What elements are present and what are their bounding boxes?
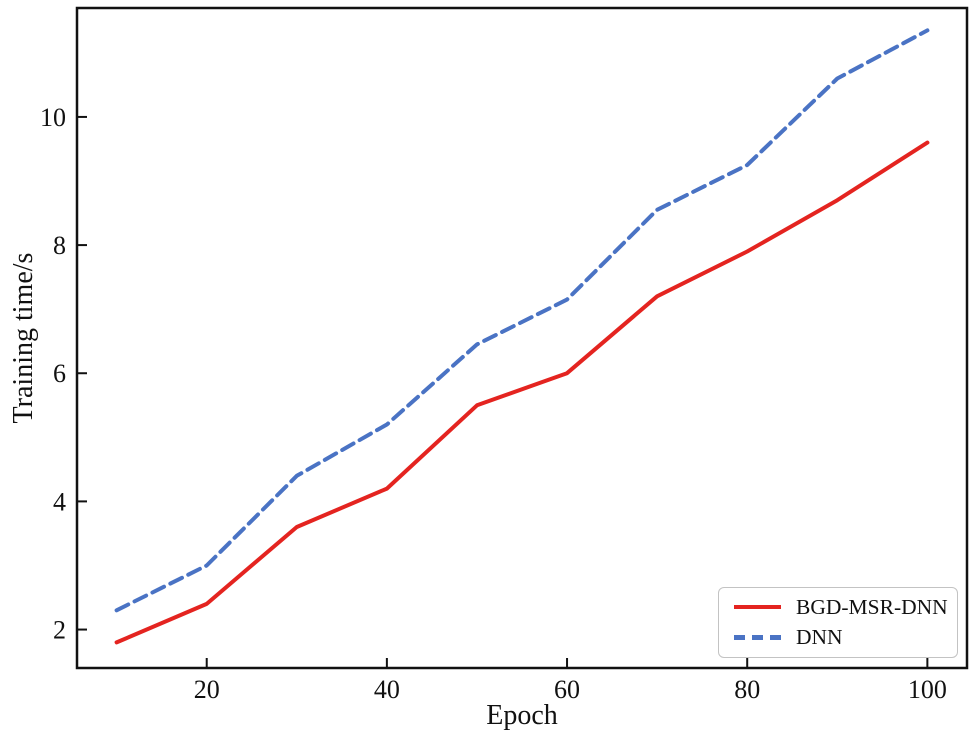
- legend-label-bgd-msr-dnn: BGD-MSR-DNN: [796, 594, 948, 619]
- legend-swatch-solid-line: [734, 605, 781, 610]
- series-line-bgd-msr-dnn: [114, 140, 930, 645]
- y-tick-label: 6: [53, 359, 66, 388]
- legend: BGD-MSR-DNN DNN: [718, 587, 958, 658]
- y-axis-label: Training time/s: [8, 252, 39, 424]
- legend-item-dnn: DNN: [734, 625, 957, 649]
- x-tick-label: 80: [734, 675, 760, 704]
- x-axis-label: Epoch: [486, 700, 558, 731]
- legend-item-bgd-msr-dnn: BGD-MSR-DNN: [734, 594, 957, 619]
- y-tick-label: 4: [53, 487, 66, 516]
- legend-label-dnn: DNN: [796, 625, 843, 649]
- legend-swatch-dashed-line: [734, 635, 781, 641]
- y-tick-label: 8: [53, 231, 66, 260]
- x-tick-label: 40: [374, 675, 400, 704]
- x-tick-label: 100: [908, 675, 947, 704]
- x-tick-label: 20: [194, 675, 220, 704]
- plot-frame: [75, 6, 969, 670]
- y-tick-label: 10: [40, 103, 66, 132]
- y-tick-label: 2: [53, 616, 66, 645]
- x-tick-label: 60: [554, 675, 580, 704]
- series-line-dnn: [114, 28, 930, 613]
